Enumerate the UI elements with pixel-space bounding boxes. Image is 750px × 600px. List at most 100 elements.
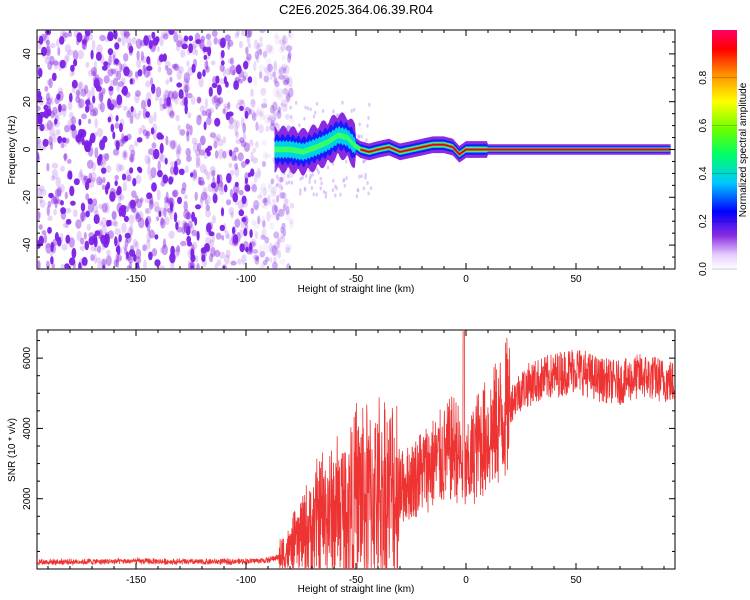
noise-blob <box>99 34 106 42</box>
noise-blob <box>198 149 206 156</box>
noise-blob <box>241 254 247 265</box>
noise-blob <box>236 63 241 72</box>
noise-blob <box>136 58 142 69</box>
noise-blob <box>227 58 233 64</box>
noise-blob <box>112 77 118 87</box>
noise-blob <box>98 103 102 110</box>
noise-blob <box>217 182 223 191</box>
noise-blob <box>198 176 205 186</box>
noise-blob <box>75 219 82 229</box>
noise-blob <box>68 237 75 248</box>
noise-blob <box>260 107 265 118</box>
noise-blob <box>253 221 260 230</box>
noise-blob <box>57 87 64 95</box>
noise-blob <box>156 216 160 222</box>
noise-blob <box>159 134 165 140</box>
noise-blob <box>153 39 158 48</box>
noise-blob <box>154 234 159 240</box>
noise-blob <box>185 211 191 220</box>
noise-blob <box>195 39 202 45</box>
noise-blob <box>138 217 145 229</box>
noise-blob <box>177 143 182 154</box>
y-tick-label: 4000 <box>22 417 33 440</box>
x-tick-label: -150 <box>126 274 146 285</box>
noise-blob <box>320 181 323 186</box>
noise-blob <box>265 125 270 132</box>
noise-blob <box>175 114 180 122</box>
noise-blob <box>253 172 258 183</box>
noise-blob <box>183 72 191 83</box>
noise-blob <box>143 259 147 269</box>
noise-blob <box>289 83 294 90</box>
noise-blob <box>343 183 346 188</box>
noise-blob <box>211 215 216 224</box>
noise-blob <box>249 245 254 255</box>
noise-blob <box>201 259 208 267</box>
noise-blob <box>285 45 293 52</box>
noise-blob <box>369 186 373 191</box>
colorbar-ticks: 0.0 0.2 0.4 0.6 0.8 <box>698 70 737 276</box>
noise-blob <box>199 163 207 174</box>
noise-blob <box>108 113 113 123</box>
noise-blob <box>312 192 315 197</box>
noise-blob <box>220 37 226 49</box>
noise-blob <box>37 94 43 103</box>
noise-blob <box>261 160 266 168</box>
noise-blob <box>311 172 314 177</box>
noise-blob <box>60 263 65 269</box>
noise-blob <box>261 261 266 269</box>
noise-blob <box>38 235 44 246</box>
noise-blob <box>273 256 277 264</box>
noise-blob <box>107 31 114 41</box>
noise-blob <box>75 134 82 143</box>
noise-blob <box>37 117 41 124</box>
noise-blob <box>148 251 153 261</box>
noise-blob <box>44 56 50 64</box>
noise-blob <box>117 196 122 203</box>
noise-blob <box>53 59 59 70</box>
noise-blob <box>41 229 47 236</box>
noise-blob <box>228 65 232 76</box>
noise-blob <box>138 110 142 116</box>
noise-blob <box>315 192 318 197</box>
noise-blob <box>67 49 74 56</box>
noise-blob <box>288 87 294 98</box>
noise-blob <box>109 187 116 199</box>
noise-blob <box>264 66 268 73</box>
noise-blob <box>166 67 173 76</box>
noise-blob <box>242 132 247 141</box>
noise-blob <box>188 35 194 42</box>
noise-blob <box>244 110 249 119</box>
noise-blob <box>83 175 89 181</box>
noise-blob <box>187 260 192 266</box>
noise-blob <box>121 37 126 46</box>
noise-blob <box>250 88 254 97</box>
noise-blob <box>93 253 97 264</box>
noise-blob <box>274 121 278 128</box>
noise-blob <box>269 257 273 263</box>
noise-blob <box>60 207 66 215</box>
noise-blob <box>89 109 97 117</box>
noise-blob <box>135 213 142 223</box>
noise-blob <box>269 123 276 132</box>
noise-blob <box>197 71 202 80</box>
noise-blob <box>46 43 51 54</box>
noise-blob <box>155 95 159 102</box>
noise-blob <box>206 171 211 181</box>
noise-blob <box>281 63 288 71</box>
noise-blob <box>183 209 190 220</box>
noise-blob <box>220 181 224 193</box>
noise-blob <box>215 103 219 110</box>
noise-blob <box>228 116 234 125</box>
noise-blob <box>258 243 263 254</box>
noise-blob <box>78 262 82 269</box>
noise-blob <box>215 232 222 240</box>
noise-blob <box>124 246 128 256</box>
noise-blob <box>215 133 222 141</box>
noise-blob <box>257 194 263 200</box>
noise-blob <box>77 98 82 110</box>
noise-blob <box>257 215 261 225</box>
noise-blob <box>251 254 257 262</box>
noise-blob <box>180 188 186 195</box>
noise-blob <box>273 77 278 84</box>
